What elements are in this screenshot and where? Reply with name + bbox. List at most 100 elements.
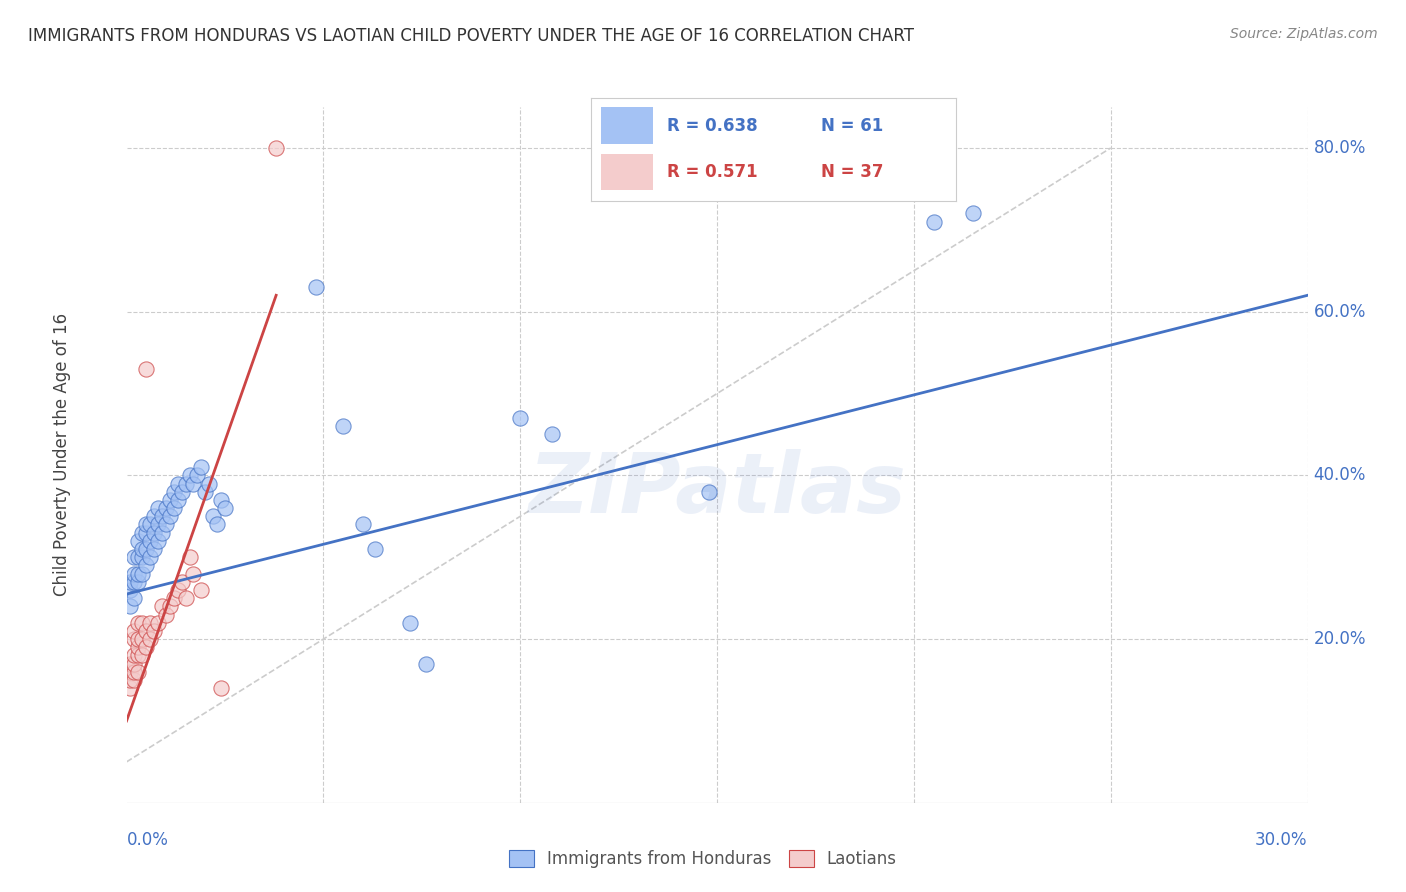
Text: R = 0.638: R = 0.638 xyxy=(668,117,758,135)
Point xyxy=(190,460,212,475)
Text: N = 37: N = 37 xyxy=(821,163,883,181)
Point xyxy=(124,574,146,589)
Point xyxy=(124,624,146,638)
Point xyxy=(124,632,146,646)
Point xyxy=(159,492,181,507)
Point xyxy=(174,591,197,606)
Point xyxy=(304,280,326,294)
Point xyxy=(124,657,146,671)
Point xyxy=(146,615,169,630)
Text: 0.0%: 0.0% xyxy=(127,830,169,848)
Point xyxy=(146,517,169,532)
Point xyxy=(135,542,157,557)
Point xyxy=(139,517,162,532)
Text: 40.0%: 40.0% xyxy=(1313,467,1365,484)
Point xyxy=(124,550,146,565)
Point xyxy=(127,550,149,565)
Point xyxy=(143,542,166,557)
Point xyxy=(135,525,157,540)
Point xyxy=(120,673,142,687)
Bar xyxy=(602,153,652,190)
Text: 30.0%: 30.0% xyxy=(1256,830,1308,848)
Point xyxy=(127,648,149,663)
Point xyxy=(120,574,142,589)
Text: Child Poverty Under the Age of 16: Child Poverty Under the Age of 16 xyxy=(52,313,70,597)
Point xyxy=(209,492,232,507)
Point xyxy=(166,582,188,597)
Point xyxy=(179,468,201,483)
Point xyxy=(135,517,157,532)
Point xyxy=(922,214,945,228)
Point xyxy=(139,533,162,548)
Point xyxy=(166,492,188,507)
Point xyxy=(214,501,236,516)
Point xyxy=(155,517,177,532)
Point xyxy=(120,681,142,696)
Point xyxy=(198,476,221,491)
Point xyxy=(124,566,146,581)
Point xyxy=(183,566,205,581)
Text: IMMIGRANTS FROM HONDURAS VS LAOTIAN CHILD POVERTY UNDER THE AGE OF 16 CORRELATIO: IMMIGRANTS FROM HONDURAS VS LAOTIAN CHIL… xyxy=(28,27,914,45)
Point xyxy=(135,624,157,638)
Legend: Immigrants from Honduras, Laotians: Immigrants from Honduras, Laotians xyxy=(502,843,904,875)
Point xyxy=(174,476,197,491)
Point xyxy=(120,665,142,679)
Point xyxy=(415,657,437,671)
Point xyxy=(124,648,146,663)
Point xyxy=(120,657,142,671)
Point xyxy=(127,566,149,581)
Text: N = 61: N = 61 xyxy=(821,117,883,135)
Point xyxy=(146,501,169,516)
Point xyxy=(163,591,186,606)
Point xyxy=(540,427,562,442)
Point xyxy=(131,632,153,646)
Point xyxy=(163,501,186,516)
Point xyxy=(155,501,177,516)
Point xyxy=(150,509,173,524)
Point xyxy=(124,591,146,606)
Point xyxy=(143,525,166,540)
Point xyxy=(962,206,984,220)
Point xyxy=(135,640,157,655)
Point xyxy=(352,517,374,532)
Point xyxy=(131,566,153,581)
Point xyxy=(127,665,149,679)
Point xyxy=(170,574,193,589)
Point xyxy=(155,607,177,622)
Point xyxy=(179,550,201,565)
Point xyxy=(264,141,287,155)
Text: R = 0.571: R = 0.571 xyxy=(668,163,758,181)
Point xyxy=(332,419,354,434)
Point xyxy=(124,665,146,679)
Point xyxy=(163,484,186,499)
Point xyxy=(205,517,228,532)
Point xyxy=(139,550,162,565)
Point xyxy=(150,525,173,540)
Point xyxy=(146,533,169,548)
Text: ZIPatlas: ZIPatlas xyxy=(529,450,905,530)
Point xyxy=(131,648,153,663)
Text: 60.0%: 60.0% xyxy=(1313,302,1365,321)
Point xyxy=(127,533,149,548)
Point xyxy=(399,615,422,630)
Point xyxy=(131,550,153,565)
Point xyxy=(170,484,193,499)
Point xyxy=(159,599,181,614)
Text: Source: ZipAtlas.com: Source: ZipAtlas.com xyxy=(1230,27,1378,41)
Point xyxy=(139,632,162,646)
Point xyxy=(209,681,232,696)
Point xyxy=(120,599,142,614)
Point xyxy=(183,476,205,491)
Point xyxy=(143,509,166,524)
Point xyxy=(166,476,188,491)
Point xyxy=(131,542,153,557)
Point xyxy=(135,558,157,573)
Point xyxy=(127,640,149,655)
Point xyxy=(127,632,149,646)
Text: 80.0%: 80.0% xyxy=(1313,139,1365,157)
Point xyxy=(131,525,153,540)
Point xyxy=(697,484,720,499)
Point xyxy=(150,599,173,614)
Point xyxy=(131,615,153,630)
Bar xyxy=(602,107,652,145)
